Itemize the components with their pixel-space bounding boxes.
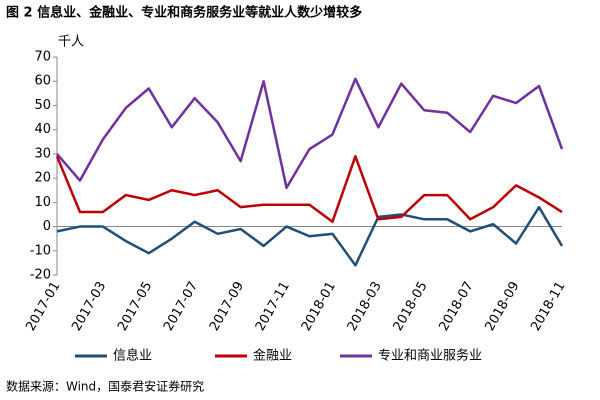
x-tick-label: 2018-05 (391, 279, 431, 334)
legend-label: 金融业 (253, 348, 292, 364)
y-tick-label: 50 (34, 98, 51, 113)
x-tick-label: 2017-07 (161, 279, 201, 334)
chart-title: 图 2 信息业、金融业、专业和商务服务业等就业人数少增较多 (6, 5, 362, 21)
y-tick-label: 60 (34, 74, 51, 89)
x-tick-label: 2018-07 (437, 279, 477, 334)
x-tick-label: 2018-11 (528, 279, 568, 334)
x-tick-label: 2017-11 (253, 279, 293, 334)
y-tick-label: -10 (30, 243, 51, 258)
y-tick-label: 0 (43, 219, 51, 234)
y-tick-label: -20 (30, 268, 51, 283)
x-tick-label: 2017-09 (207, 279, 247, 334)
x-tick-label: 2018-03 (345, 279, 385, 334)
y-tick-label: 10 (34, 195, 51, 210)
x-tick-label: 2018-01 (299, 279, 339, 334)
x-tick-label: 2017-03 (69, 279, 109, 334)
y-tick-label: 20 (34, 171, 51, 186)
x-tick-label: 2017-01 (23, 279, 63, 334)
legend-label: 信息业 (113, 348, 152, 364)
y-tick-label: 30 (34, 146, 51, 161)
series-line (55, 155, 563, 223)
series-line (56, 205, 564, 267)
x-tick-label: 2018-09 (482, 279, 522, 334)
y-tick-label: 40 (34, 122, 51, 137)
source-note: 数据来源：Wind，国泰君安证券研究 (6, 379, 204, 394)
x-tick-label: 2017-05 (115, 279, 155, 334)
legend-label: 专业和商业服务业 (378, 348, 482, 364)
y-axis-label: 千人 (58, 35, 84, 50)
y-tick-label: 70 (34, 50, 51, 65)
series-line (56, 77, 564, 190)
